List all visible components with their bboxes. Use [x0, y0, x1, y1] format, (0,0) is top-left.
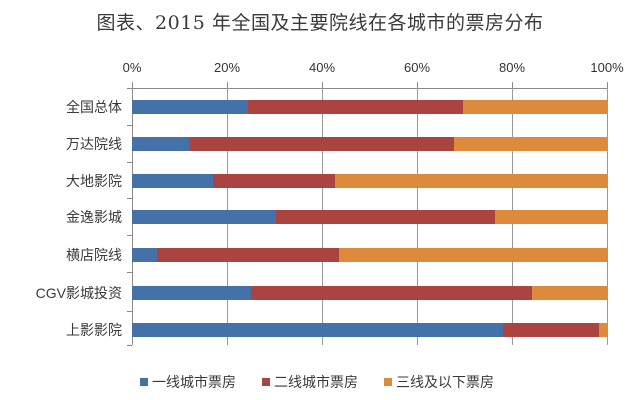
- x-axis-line: [132, 88, 607, 89]
- bar-row: [132, 323, 607, 337]
- legend-label: 二线城市票房: [274, 375, 358, 391]
- category-label: 上影影院: [66, 323, 122, 339]
- legend-item: 三线及以下票房: [384, 372, 494, 392]
- category-label: 金逸影城: [66, 210, 122, 226]
- bar-segment-1: [132, 286, 251, 300]
- legend-item: 一线城市票房: [140, 372, 236, 392]
- category-label: 大地影院: [66, 174, 122, 190]
- bar-segment-2: [156, 248, 340, 262]
- legend: 一线城市票房 二线城市票房 三线及以下票房: [140, 372, 494, 392]
- x-tick-label: 60%: [403, 60, 431, 75]
- bar-segment-3: [494, 210, 607, 224]
- bar-row: [132, 100, 607, 114]
- legend-label: 三线及以下票房: [396, 375, 494, 391]
- x-tick-label: 80%: [498, 60, 526, 75]
- bar-segment-3: [339, 248, 607, 262]
- y-tick-mark: [127, 198, 132, 199]
- category-label: 万达院线: [66, 137, 122, 153]
- bar-segment-2: [250, 286, 532, 300]
- x-tick-label: 0%: [122, 60, 142, 75]
- bar-segment-1: [132, 323, 503, 337]
- y-tick-mark: [127, 272, 132, 273]
- bar-row: [132, 286, 607, 300]
- legend-swatch-icon: [262, 378, 270, 386]
- x-tick-label: 20%: [213, 60, 241, 75]
- bar-segment-1: [132, 248, 157, 262]
- bar-segment-2: [502, 323, 599, 337]
- y-tick-mark: [127, 125, 132, 126]
- x-tick-label: 100%: [590, 60, 624, 75]
- legend-swatch-icon: [140, 378, 148, 386]
- bar-segment-1: [132, 137, 189, 151]
- bar-row: [132, 248, 607, 262]
- y-tick-mark: [127, 345, 132, 346]
- bar-segment-3: [335, 174, 607, 188]
- bar-segment-1: [132, 174, 213, 188]
- y-tick-mark: [127, 235, 132, 236]
- category-label: 全国总体: [66, 100, 122, 116]
- x-tick-mark: [322, 82, 323, 88]
- legend-label: 一线城市票房: [152, 375, 236, 391]
- gridline: [607, 88, 608, 345]
- bar-segment-2: [275, 210, 495, 224]
- bar-segment-3: [531, 286, 607, 300]
- chart-title: 图表、2015 年全国及主要院线在各城市的票房分布: [96, 12, 544, 34]
- bar-segment-1: [132, 100, 248, 114]
- bar-row: [132, 210, 607, 224]
- y-tick-mark: [127, 311, 132, 312]
- legend-item: 二线城市票房: [262, 372, 358, 392]
- x-tick-mark: [132, 82, 133, 88]
- y-tick-mark: [127, 162, 132, 163]
- bar-segment-3: [454, 137, 607, 151]
- category-label: CGV影城投资: [35, 285, 122, 301]
- bar-row: [132, 137, 607, 151]
- bar-segment-2: [247, 100, 464, 114]
- category-label: 横店院线: [66, 248, 122, 264]
- x-tick-mark: [227, 82, 228, 88]
- x-tick-mark: [607, 82, 608, 88]
- x-tick-label: 40%: [308, 60, 336, 75]
- legend-swatch-icon: [384, 378, 392, 386]
- bar-segment-3: [463, 100, 607, 114]
- plot-area: [127, 82, 608, 346]
- bar-segment-2: [212, 174, 336, 188]
- bar-segment-1: [132, 210, 276, 224]
- bar-row: [132, 174, 607, 188]
- bar-segment-3: [598, 323, 607, 337]
- x-tick-mark: [417, 82, 418, 88]
- y-tick-mark: [127, 88, 132, 89]
- bar-segment-2: [189, 137, 455, 151]
- x-tick-mark: [512, 82, 513, 88]
